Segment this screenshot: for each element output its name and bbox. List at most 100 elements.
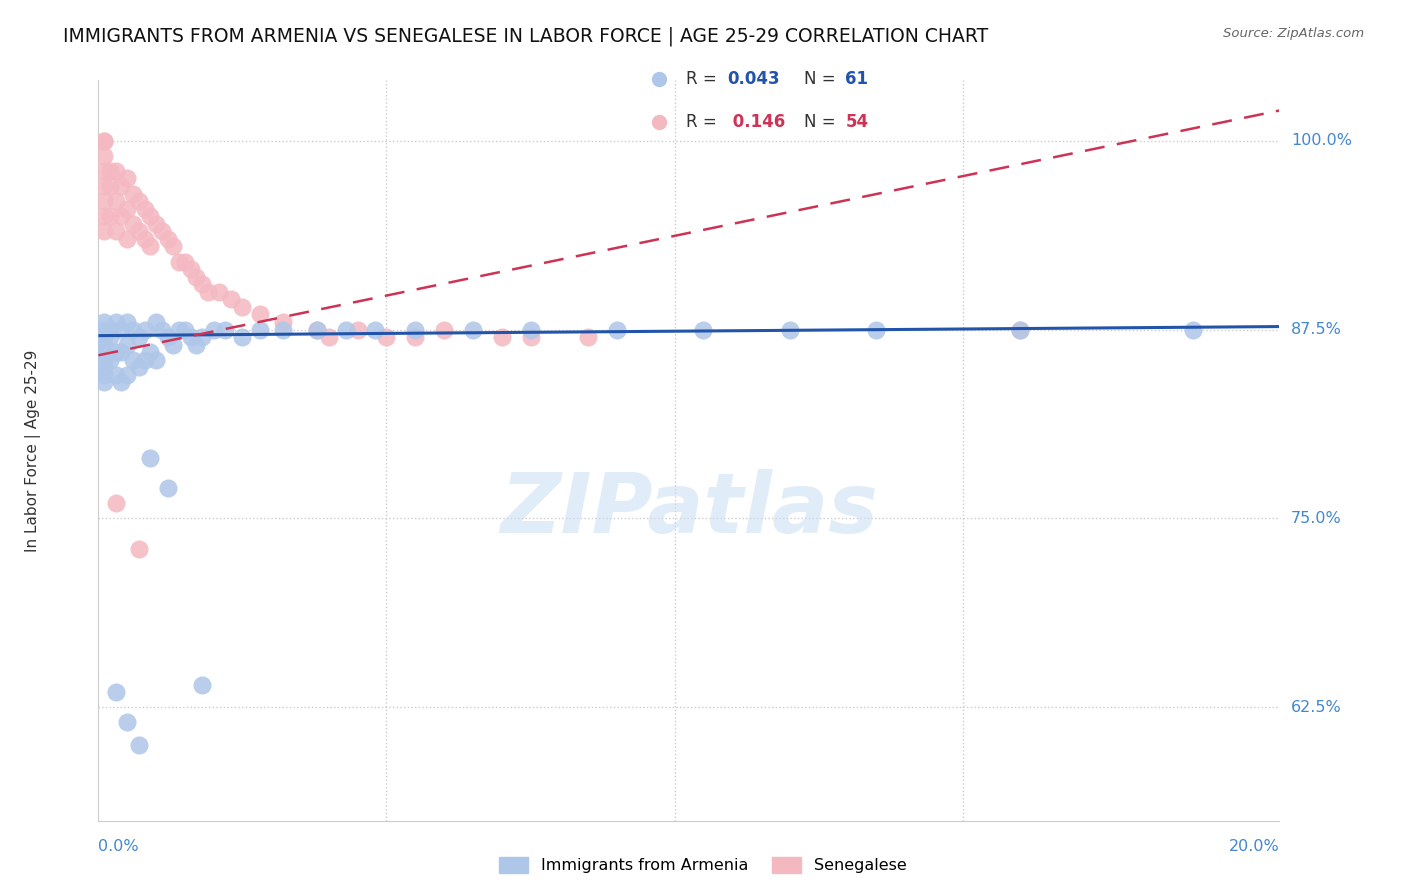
Point	[318, 330, 340, 344]
Text: 0.146: 0.146	[727, 113, 786, 131]
Text: N =: N =	[804, 70, 841, 87]
Point	[491, 330, 513, 344]
Point	[519, 330, 541, 344]
Point	[150, 322, 173, 336]
Point	[865, 322, 887, 336]
Point	[93, 345, 115, 359]
Point	[1010, 322, 1032, 336]
Point	[93, 315, 115, 329]
Point	[197, 285, 219, 299]
Point	[134, 232, 156, 246]
Point	[110, 322, 132, 336]
Point	[122, 217, 145, 231]
Text: 0.043: 0.043	[727, 70, 780, 87]
Point	[519, 322, 541, 336]
Point	[271, 322, 294, 336]
Point	[404, 322, 426, 336]
Point	[307, 322, 329, 336]
Point	[110, 345, 132, 359]
Point	[110, 209, 132, 223]
Text: In Labor Force | Age 25-29: In Labor Force | Age 25-29	[25, 350, 41, 551]
Point	[648, 71, 671, 86]
Point	[128, 224, 150, 238]
Point	[115, 368, 138, 382]
Point	[115, 715, 138, 730]
Point	[104, 685, 127, 699]
Text: 75.0%: 75.0%	[1291, 511, 1341, 526]
Text: R =: R =	[686, 70, 723, 87]
Point	[461, 322, 484, 336]
Point	[191, 277, 214, 292]
Point	[93, 149, 115, 163]
Point	[162, 337, 184, 351]
Point	[375, 330, 398, 344]
Point	[139, 450, 162, 465]
Point	[162, 239, 184, 253]
Point	[98, 322, 121, 336]
Text: N =: N =	[804, 113, 841, 131]
Point	[335, 322, 357, 336]
Point	[134, 352, 156, 367]
Point	[404, 330, 426, 344]
Point	[346, 322, 368, 336]
Point	[173, 254, 195, 268]
Text: 54: 54	[845, 113, 869, 131]
Point	[231, 300, 253, 314]
Point	[156, 481, 179, 495]
Text: R =: R =	[686, 113, 723, 131]
Point	[93, 360, 115, 375]
Point	[110, 179, 132, 194]
Text: 20.0%: 20.0%	[1229, 838, 1279, 854]
Point	[191, 678, 214, 692]
Point	[364, 322, 387, 336]
Point	[93, 194, 115, 209]
Point	[1010, 322, 1032, 336]
Point	[249, 322, 271, 336]
Point	[145, 352, 167, 367]
Point	[104, 164, 127, 178]
Point	[186, 269, 208, 284]
Point	[98, 209, 121, 223]
Point	[271, 315, 294, 329]
Point	[98, 179, 121, 194]
Point	[93, 134, 115, 148]
Point	[219, 293, 242, 307]
Point	[173, 322, 195, 336]
Text: 100.0%: 100.0%	[1291, 133, 1353, 148]
Point	[202, 322, 225, 336]
Text: 87.5%: 87.5%	[1291, 322, 1341, 337]
Point	[433, 322, 456, 336]
Point	[139, 345, 162, 359]
Text: 62.5%: 62.5%	[1291, 700, 1341, 714]
Point	[110, 376, 132, 390]
Point	[606, 322, 628, 336]
Point	[307, 322, 329, 336]
Point	[231, 330, 253, 344]
Point	[249, 308, 271, 322]
Point	[93, 376, 115, 390]
Point	[122, 186, 145, 201]
Point	[576, 330, 599, 344]
Point	[93, 352, 115, 367]
Point	[191, 330, 214, 344]
Point	[145, 315, 167, 329]
Point	[104, 315, 127, 329]
Point	[122, 352, 145, 367]
Point	[98, 330, 121, 344]
Point	[93, 330, 115, 344]
Point	[156, 232, 179, 246]
Point	[98, 352, 121, 367]
Point	[93, 337, 115, 351]
Point	[779, 322, 801, 336]
Point	[692, 322, 714, 336]
Point	[139, 239, 162, 253]
Legend: Immigrants from Armenia, Senegalese: Immigrants from Armenia, Senegalese	[494, 850, 912, 880]
Point	[115, 232, 138, 246]
Point	[93, 209, 115, 223]
Point	[104, 345, 127, 359]
Text: 0.0%: 0.0%	[98, 838, 139, 854]
Point	[93, 224, 115, 238]
Point	[134, 322, 156, 336]
Point	[145, 217, 167, 231]
Point	[1182, 322, 1205, 336]
